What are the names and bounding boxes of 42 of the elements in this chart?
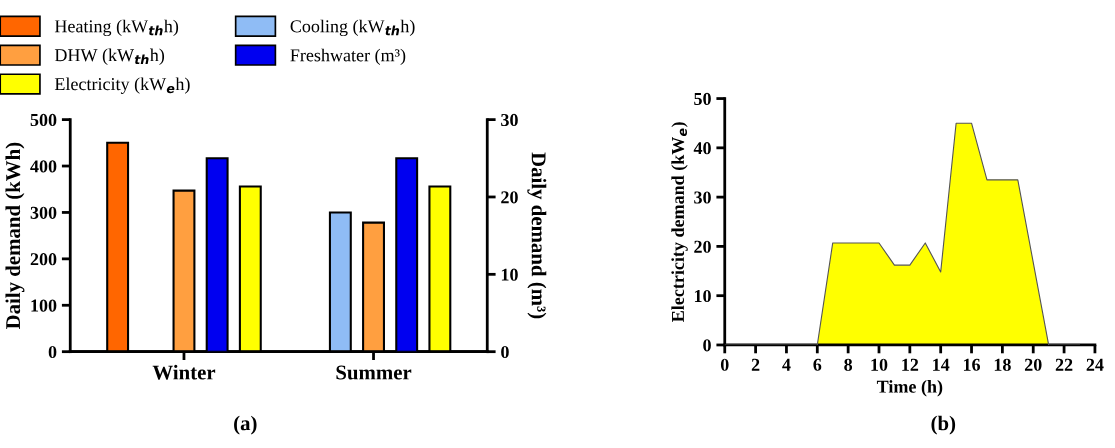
x-tick-label: 8 (844, 358, 853, 371)
y-axis-title: Daily demand (kWh) (5, 142, 25, 330)
y-tick-label: 200 (30, 253, 57, 266)
y2-axis-title: Daily demand (m³) (527, 152, 547, 319)
y-tick-label: 40 (693, 142, 711, 155)
x-tick-label: 24 (1086, 358, 1104, 371)
y-tick-label: 20 (694, 240, 711, 253)
y-tick-label: 400 (30, 160, 57, 173)
x-tick-label: 4 (782, 358, 791, 371)
y-tick-label: 10 (694, 289, 711, 303)
legend-label: Freshwater (m³) (290, 48, 406, 66)
x-tick-label: 22 (1055, 358, 1073, 371)
x-tick-label: 0 (720, 358, 729, 371)
x-tick-label: 10 (871, 358, 888, 371)
x-axis-title: Time (h) (876, 380, 943, 397)
x-tick-label: 12 (902, 358, 919, 371)
y-tick-label: 30 (694, 191, 711, 204)
y2-tick-label: 30 (501, 113, 518, 127)
text: (b) (931, 415, 956, 435)
y-tick-label: 0 (48, 345, 57, 359)
y-tick-label: 0 (703, 339, 711, 352)
legend-label: Heating (kW$_{th}$h) (54, 19, 179, 37)
legend-label: Electricity (kW$_{e}$h) (54, 77, 190, 94)
y2-tick-label: 10 (501, 268, 518, 281)
x-tick-label: 20 (1024, 358, 1042, 371)
legend-label: Cooling (kW$_{th}$h) (290, 19, 415, 37)
x-tick-label: 6 (813, 358, 822, 371)
y-tick-label: 500 (30, 113, 57, 127)
y-tick-label: 50 (694, 92, 711, 105)
legend-label: DHW (kW$_{th}$h) (54, 48, 165, 65)
y-axis-title: Electricity demand (kW$_{e}$) (671, 122, 688, 322)
x-tick-label: 2 (751, 358, 760, 371)
y-tick-label: 300 (30, 206, 57, 219)
y-tick-label: 100 (31, 299, 57, 312)
x-tick-label: Summer (336, 365, 412, 380)
x-tick-label: 14 (933, 358, 950, 371)
y2-tick-label: 0 (501, 345, 509, 359)
text: (a) (234, 415, 257, 435)
x-tick-label: 16 (963, 358, 981, 371)
x-tick-label: 18 (994, 358, 1011, 371)
y2-tick-label: 20 (501, 191, 518, 204)
x-tick-label: Winter (152, 364, 216, 380)
